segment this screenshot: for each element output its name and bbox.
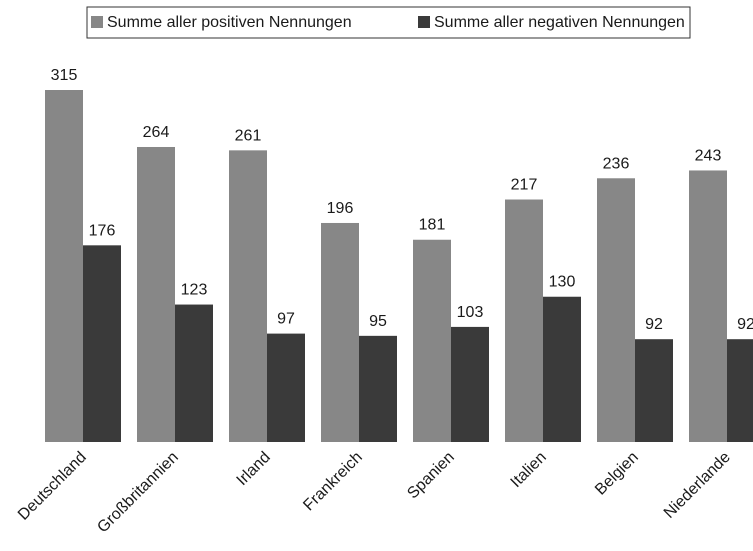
value-label: 261 xyxy=(235,127,262,144)
x-tick-label: Frankreich xyxy=(300,449,365,514)
bar xyxy=(229,150,267,443)
bar xyxy=(175,304,213,442)
bar xyxy=(543,296,581,442)
value-label: 176 xyxy=(89,222,116,239)
legend-label: Summe aller negativen Nennungen xyxy=(434,14,685,31)
value-label: 264 xyxy=(143,124,170,141)
value-label: 92 xyxy=(737,316,753,333)
value-label: 181 xyxy=(419,217,446,234)
bar xyxy=(727,339,753,442)
value-label: 95 xyxy=(369,313,387,330)
value-label: 217 xyxy=(511,177,538,194)
value-label: 123 xyxy=(181,282,208,299)
value-label: 103 xyxy=(457,304,484,321)
value-label: 92 xyxy=(645,316,663,333)
bar xyxy=(597,178,635,442)
legend-swatch xyxy=(418,16,430,28)
legend-box xyxy=(86,6,691,39)
x-tick-label: Spanien xyxy=(404,449,458,503)
value-label: 236 xyxy=(603,155,630,172)
x-tick-label: Niederlande xyxy=(661,449,734,522)
bar xyxy=(413,239,451,442)
x-tick-label: Irland xyxy=(234,449,274,489)
x-tick-label: Deutschland xyxy=(15,449,90,524)
bar xyxy=(505,199,543,442)
bar xyxy=(689,170,727,442)
bar xyxy=(137,146,175,442)
value-label: 97 xyxy=(277,311,295,328)
bar xyxy=(321,222,359,442)
bar xyxy=(83,245,121,442)
bar xyxy=(635,339,673,442)
legend-label: Summe aller positiven Nennungen xyxy=(107,14,352,31)
bar xyxy=(359,335,397,442)
bar xyxy=(45,90,83,442)
legend-swatch xyxy=(91,16,103,28)
value-label: 130 xyxy=(549,274,576,291)
x-tick-label: Italien xyxy=(508,449,550,491)
bar xyxy=(267,333,305,442)
value-label: 315 xyxy=(51,67,78,84)
x-tick-label: Belgien xyxy=(592,449,642,499)
x-tick-label: Großbritannien xyxy=(94,449,181,536)
value-label: 196 xyxy=(327,200,354,217)
value-label: 243 xyxy=(695,147,722,164)
bar xyxy=(451,326,489,442)
